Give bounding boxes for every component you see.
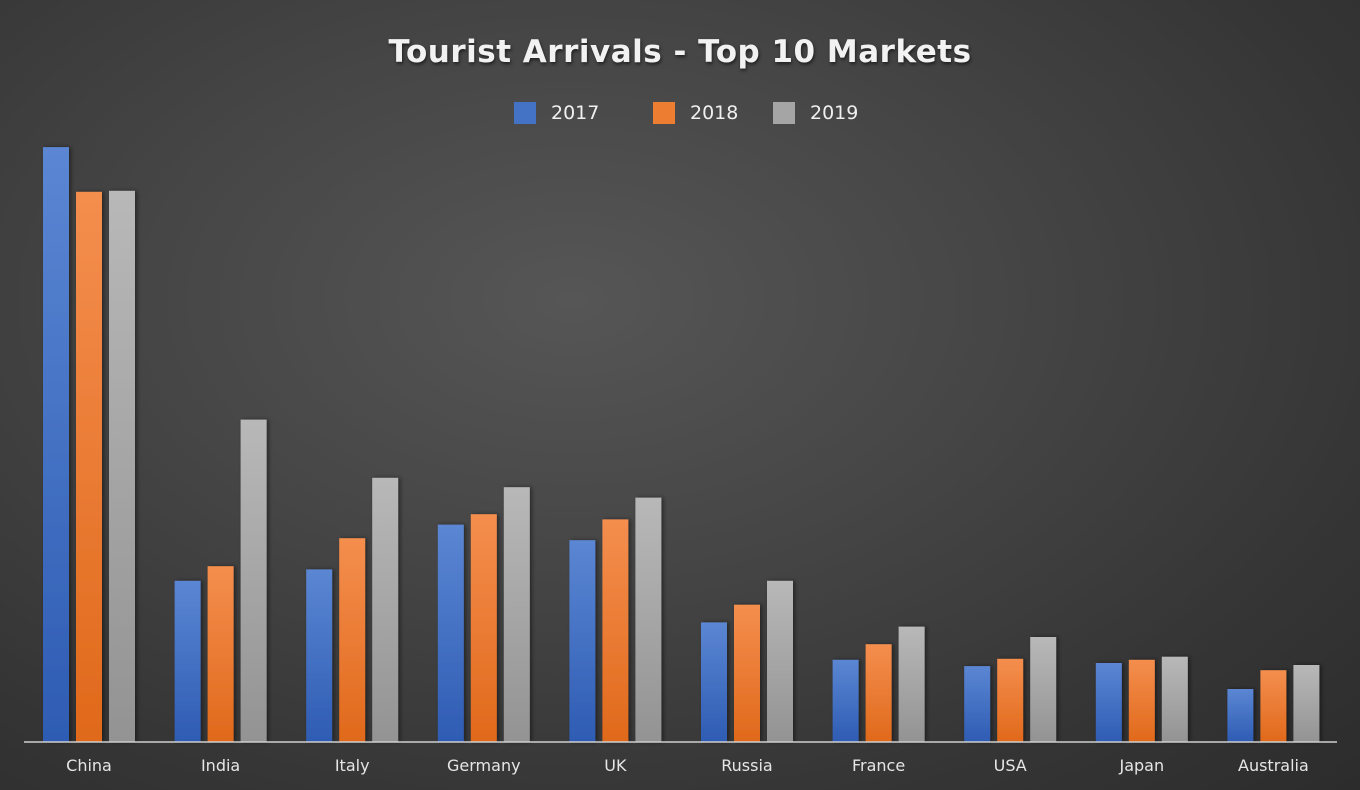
bar-germany-2018[interactable] [470,514,497,742]
legend-swatch-2018 [653,102,675,124]
bar-usa-2017[interactable] [964,666,991,742]
bar-uk-2019[interactable] [635,497,662,742]
bar-india-2017[interactable] [174,580,201,742]
legend-label-2018: 2018 [690,102,739,124]
x-tick-label-usa: USA [994,756,1027,775]
chart-title: Tourist Arrivals - Top 10 Markets [388,34,972,70]
bar-germany-2019[interactable] [503,487,530,742]
bar-russia-2018[interactable] [734,604,760,742]
legend-swatch-2017 [514,102,536,124]
x-tick-label-india: India [201,756,240,775]
legend-item-2019[interactable]: 2019 [773,100,858,126]
legend-swatch-2019 [773,102,795,124]
x-tick-label-russia: Russia [721,756,772,775]
x-tick-labels: China India Italy Germany UK Russia France USA J… [66,756,1309,775]
legend-item-2018[interactable]: 2018 [653,100,738,126]
bar-australia-2019[interactable] [1293,665,1320,742]
x-tick-label-italy: Italy [335,756,370,775]
legend-item-2017[interactable]: 2017 [514,100,599,126]
legend: 2017 2018 2019 [0,100,1360,126]
bar-italy-2018[interactable] [339,538,366,742]
x-tick-label-australia: Australia [1238,756,1309,775]
bar-china-2018[interactable] [76,191,102,743]
bar-australia-2018[interactable] [1260,670,1287,742]
bar-france-2017[interactable] [832,659,859,742]
bar-australia-2017[interactable] [1227,689,1254,742]
bar-italy-2017[interactable] [306,569,333,742]
bar-china-2019[interactable] [109,190,135,743]
x-tick-label-france: France [852,756,905,775]
x-tick-label-germany: Germany [447,756,521,775]
bar-italy-2019[interactable] [372,477,399,742]
x-tick-label-uk: UK [604,756,627,775]
bar-france-2019[interactable] [898,626,925,742]
bar-japan-2019[interactable] [1161,656,1188,742]
bars-group [43,147,1320,743]
bar-china-2017[interactable] [43,147,69,743]
bar-usa-2019[interactable] [1030,637,1057,742]
legend-label-2017: 2017 [551,102,600,124]
bar-germany-2017[interactable] [437,524,464,742]
bar-india-2018[interactable] [207,566,234,742]
bar-uk-2017[interactable] [569,540,596,742]
bar-france-2018[interactable] [865,644,892,742]
bar-russia-2019[interactable] [767,580,793,742]
bar-india-2019[interactable] [240,419,267,742]
bar-japan-2017[interactable] [1095,663,1122,742]
legend-label-2019: 2019 [810,102,859,124]
bar-uk-2018[interactable] [602,519,629,742]
bar-japan-2018[interactable] [1128,659,1155,742]
bar-russia-2017[interactable] [701,622,727,742]
x-tick-label-japan: Japan [1118,756,1164,775]
x-tick-label-china: China [66,756,112,775]
bar-usa-2018[interactable] [997,658,1024,742]
